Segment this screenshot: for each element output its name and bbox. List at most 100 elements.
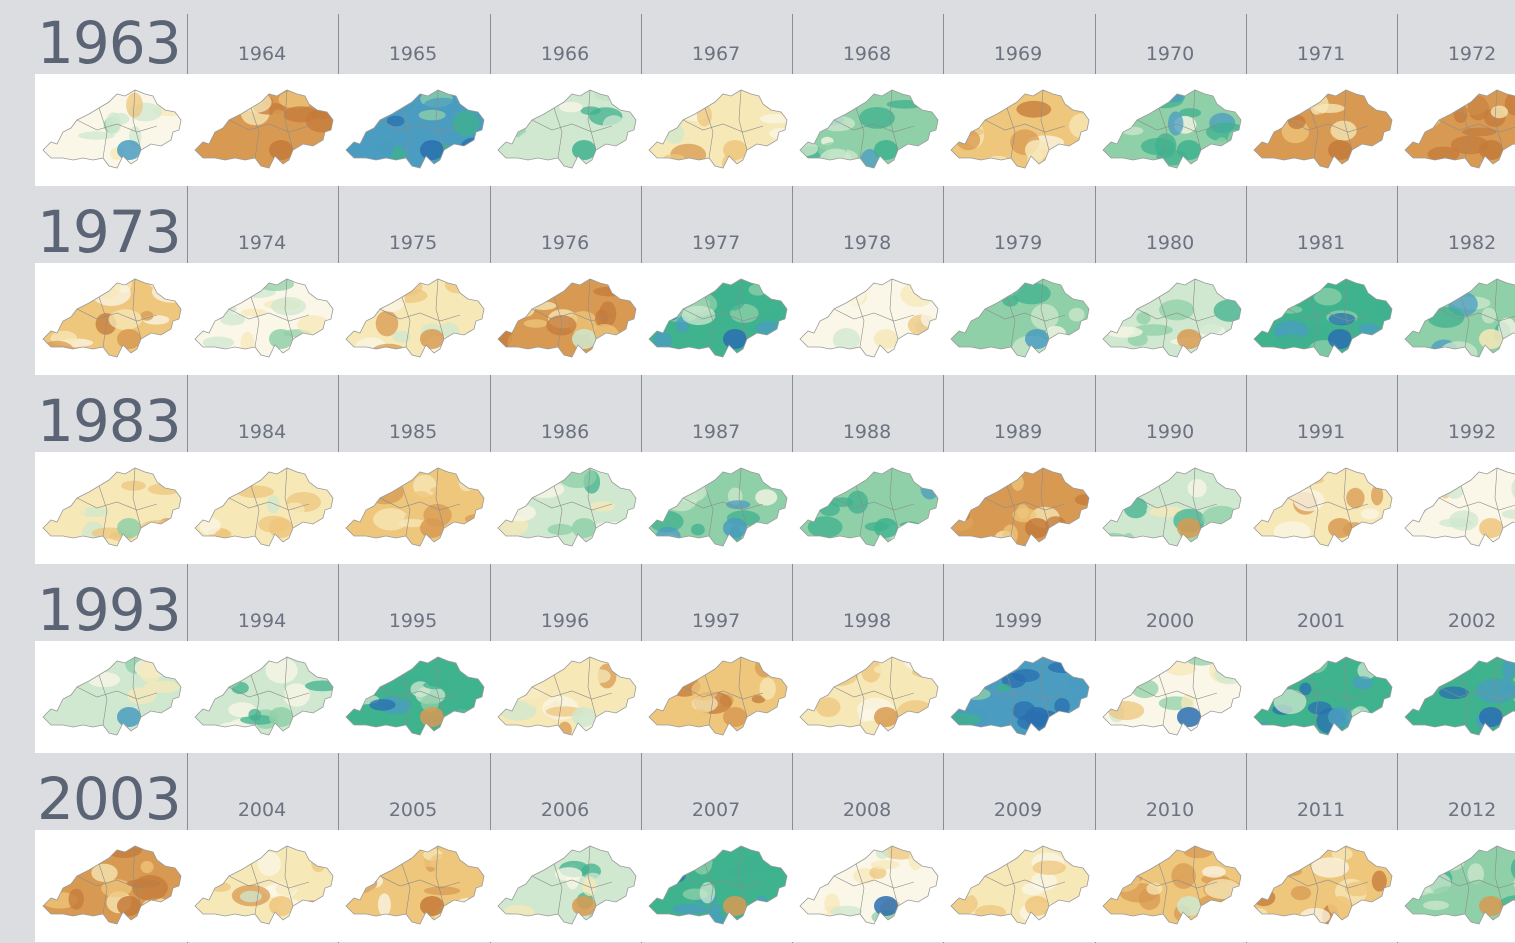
map-patch xyxy=(1423,900,1449,910)
map-patch xyxy=(904,657,927,670)
map-outline xyxy=(799,845,939,925)
map-patch xyxy=(210,881,231,892)
map-borders xyxy=(1438,467,1515,537)
map-patch xyxy=(1453,103,1468,123)
map-patch xyxy=(241,91,272,113)
map-outline xyxy=(194,656,334,736)
map-borders xyxy=(833,845,915,915)
year-label: 2008 xyxy=(842,799,892,821)
map-patch xyxy=(518,130,553,150)
year-label: 1985 xyxy=(388,421,438,443)
map-patch xyxy=(751,695,766,704)
map-borders xyxy=(1287,278,1369,348)
map-outline xyxy=(1253,278,1393,358)
map-patch xyxy=(1254,485,1275,503)
map-borders xyxy=(1136,845,1218,915)
map-patch xyxy=(1426,668,1445,681)
map-patch xyxy=(375,310,399,337)
map-patch xyxy=(161,90,181,106)
map-outline xyxy=(1404,89,1515,169)
year-map-1994 xyxy=(194,656,334,736)
map-patch xyxy=(1002,295,1019,307)
map-patch xyxy=(1361,508,1379,520)
map-patch xyxy=(283,683,310,707)
map-patch xyxy=(755,657,773,678)
map-patch xyxy=(1106,326,1143,338)
map-patch xyxy=(1299,682,1312,696)
map-outline xyxy=(497,656,637,736)
map-patch xyxy=(1061,903,1079,915)
map-patch xyxy=(267,495,280,514)
map-patch xyxy=(144,680,180,693)
map-outline xyxy=(1404,467,1515,547)
map-patch xyxy=(568,311,598,335)
map-patch xyxy=(951,292,974,317)
map-patch xyxy=(53,661,86,673)
map-accent xyxy=(1328,140,1352,160)
map-outline xyxy=(1253,467,1393,547)
year-label: 1979 xyxy=(993,232,1043,254)
map-patch xyxy=(1285,721,1319,735)
map-patch xyxy=(121,480,146,491)
map-patch xyxy=(202,336,234,349)
map-outline xyxy=(42,278,182,358)
map-patch xyxy=(673,854,688,870)
year-label: 1967 xyxy=(691,43,741,65)
year-label: 1994 xyxy=(237,610,287,632)
year-map-2008 xyxy=(799,845,939,925)
map-patch xyxy=(1171,863,1196,889)
map-accent xyxy=(117,518,141,538)
map-accent xyxy=(1177,707,1201,727)
map-outline xyxy=(1404,656,1515,736)
map-patch xyxy=(1433,886,1468,899)
map-patch xyxy=(79,507,109,518)
map-borders xyxy=(682,467,764,537)
map-patch xyxy=(906,892,938,904)
map-patch xyxy=(1200,684,1226,700)
map-patch xyxy=(649,112,676,125)
map-accent xyxy=(572,896,596,916)
year-label: 2011 xyxy=(1296,799,1346,821)
year-map-1982 xyxy=(1404,278,1515,358)
map-borders xyxy=(1136,278,1218,348)
map-fill xyxy=(1254,657,1392,735)
map-patch xyxy=(649,90,665,110)
map-patch xyxy=(845,680,881,699)
map-fill xyxy=(951,279,1089,357)
year-map-1983 xyxy=(42,467,182,547)
map-accent xyxy=(572,140,596,160)
map-outline xyxy=(950,89,1090,169)
year-label: 1996 xyxy=(540,610,590,632)
map-patch xyxy=(875,848,890,859)
map-patch xyxy=(195,484,220,508)
map-patch xyxy=(681,305,716,326)
map-patch xyxy=(859,468,878,489)
map-patch xyxy=(1122,294,1139,307)
map-patch xyxy=(1103,661,1124,685)
map-patch xyxy=(464,496,484,508)
map-patch xyxy=(257,683,286,705)
map-accent xyxy=(1177,518,1201,538)
map-patch xyxy=(920,309,938,328)
map-patch xyxy=(590,90,624,108)
year-label: 1998 xyxy=(842,610,892,632)
year-map-2003 xyxy=(42,845,182,925)
map-patch xyxy=(832,328,861,352)
map-outline xyxy=(648,278,788,358)
map-patch xyxy=(1103,532,1130,546)
map-patch xyxy=(1108,869,1140,892)
map-outline xyxy=(799,278,939,358)
year-map-1964 xyxy=(194,89,334,169)
map-patch xyxy=(1481,307,1497,324)
map-patch xyxy=(454,897,484,914)
map-patch xyxy=(43,868,69,888)
map-patch xyxy=(1133,324,1173,336)
map-patch xyxy=(1254,908,1269,924)
map-patch xyxy=(1032,860,1066,875)
map-accent xyxy=(1479,140,1503,160)
map-accent xyxy=(572,518,596,538)
map-accent xyxy=(874,896,898,916)
map-outline xyxy=(950,278,1090,358)
year-map-2000 xyxy=(1102,656,1242,736)
map-patch xyxy=(692,849,713,875)
